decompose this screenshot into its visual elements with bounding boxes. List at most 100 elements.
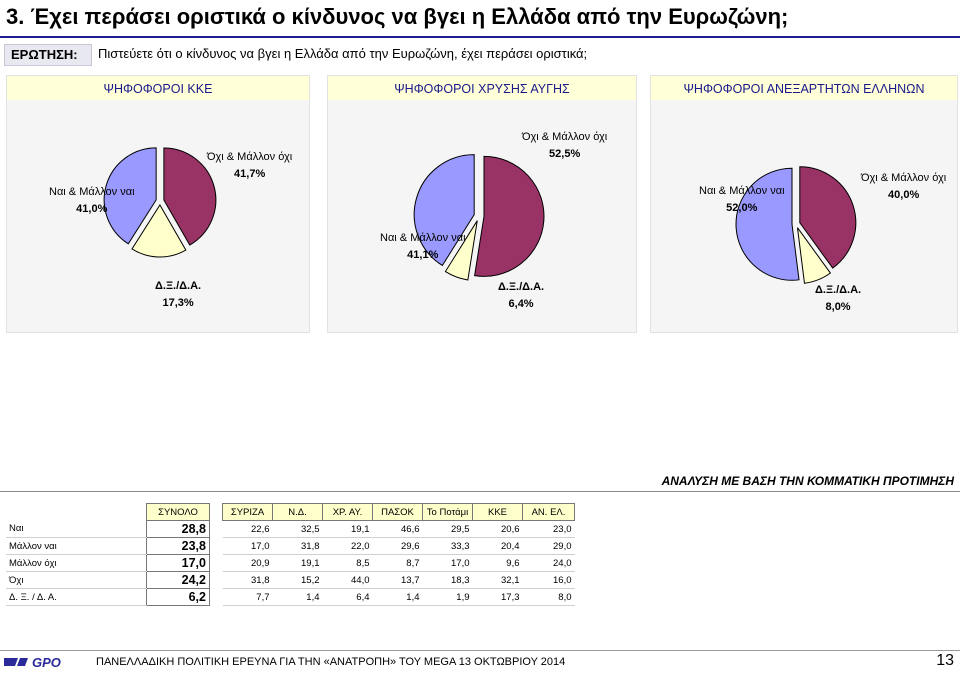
page-number: 13 [936,652,954,669]
table-header-row: ΣΥΝΟΛΟ ΣΥΡΙΖΑ Ν.Δ. ΧΡ. ΑΥ. ΠΑΣΟΚ Το Ποτά… [6,503,575,521]
title-divider [0,36,960,38]
total-cell: 28,8 [146,520,210,538]
row-label: Μάλλον όχι [6,554,147,572]
pie-slice-no [163,147,217,246]
row-label: Δ. Ξ. / Δ. Α. [6,588,147,606]
table-row: Όχι 24,2 31,8 15,2 44,0 13,7 18,3 32,1 16,0 [6,571,575,589]
pie-title-kke: ΨΗΦΟΦΟΡΟΙ ΚΚΕ [7,76,309,100]
table-cell: 15,2 [272,571,323,589]
column-header: ΚΚΕ [472,503,523,521]
row-label: Μάλλον ναι [6,537,147,555]
total-cell: 17,0 [146,554,210,572]
table-cell: 31,8 [272,537,323,555]
table-cell: 8,0 [522,588,575,606]
total-cell: 24,2 [146,571,210,589]
row-label: Όχι [6,571,147,589]
pie-slice-yes [735,167,800,281]
pie-label-no-xa: Όχι & Μάλλον όχι 52,5% [522,131,608,160]
pie-panel-xa: ΨΗΦΟΦΟΡΟΙ ΧΡΥΣΗΣ ΑΥΓΗΣ Ναι & Μάλλον ναι … [327,75,637,333]
pie-label-yes-anel: Ναι & Μάλλον ναι 52,0% [699,185,785,214]
table-row: Μάλλον ναι 23,8 17,0 31,8 22,0 29,6 33,3 20,4 29… [6,537,575,555]
pie-label-yes-kke: Ναι & Μάλλον ναι 41,0% [49,186,135,215]
table-row: Δ. Ξ. / Δ. Α. 6,2 7,7 1,4 6,4 1,4 1,9 17,3 8,0 [6,588,575,606]
pie-slice-yes [103,147,157,245]
pie-label-no-kke: Όχι & Μάλλον όχι 41,7% [207,151,293,180]
table-row: Ναι 28,8 22,6 32,5 19,1 46,6 29,5 20,6 23,0 [6,520,575,538]
page-title: 3. Έχει περάσει οριστικά ο κίνδυνος να β… [6,4,789,29]
total-cell: 6,2 [146,588,210,606]
table-cell: 29,0 [522,537,575,555]
table-cell: 1,4 [272,588,323,606]
table-cell: 22,6 [222,520,273,538]
table-cell: 18,3 [422,571,473,589]
pie-label-yes-xa: Ναι & Μάλλον ναι 41,1% [380,232,466,261]
table-cell: 29,6 [372,537,423,555]
table-corner [6,504,147,521]
pie-title-xa: ΨΗΦΟΦΟΡΟΙ ΧΡΥΣΗΣ ΑΥΓΗΣ [328,76,636,100]
pie-slice-no [474,155,545,277]
column-header: ΣΥΡΙΖΑ [222,503,273,521]
pie-chart-anel [735,166,857,284]
table-cell: 22,0 [322,537,373,555]
pie-panel-kke: ΨΗΦΟΦΟΡΟΙ ΚΚΕ Ναι & Μάλλον ναι 41,0% Όχι… [6,75,310,333]
svg-text:GPO: GPO [32,655,61,669]
table-body: Ναι 28,8 22,6 32,5 19,1 46,6 29,5 20,6 23,0 Μάλλο… [6,520,575,606]
question-text: Πιστεύετε ότι ο κίνδυνος να βγει η Ελλάδ… [98,46,588,61]
table-cell: 8,7 [372,554,423,572]
column-header: ΑΝ. ΕΛ. [522,503,575,521]
table-row: Μάλλον όχι 17,0 20,9 19,1 8,5 8,7 17,0 9,6 24,0 [6,554,575,572]
column-header: ΧΡ. ΑΥ. [322,503,373,521]
pie-slice-no [799,166,857,269]
table-cell: 44,0 [322,571,373,589]
table-cell: 8,5 [322,554,373,572]
pie-label-dk-anel: Δ.Ξ./Δ.Α. 8,0% [815,284,862,313]
table-cell: 32,5 [272,520,323,538]
pie-slice-dk [131,204,187,258]
row-label: Ναι [6,520,147,538]
table-cell: 16,0 [522,571,575,589]
table-cell: 17,0 [422,554,473,572]
pie-label-no-anel: Όχι & Μάλλον όχι 40,0% [861,172,947,201]
pie-slice-yes [413,154,475,267]
table-cell: 6,4 [322,588,373,606]
column-header: ΣΥΝΟΛΟ [146,503,210,521]
total-cell: 23,8 [146,537,210,555]
table-cell: 33,3 [422,537,473,555]
footer-text: ΠΑΝΕΛΛΑΔΙΚΗ ΠΟΛΙΤΙΚΗ ΕΡΕΥΝΑ ΓΙΑ ΤΗΝ «ΑΝΑ… [96,656,566,668]
table-cell: 7,7 [222,588,273,606]
table-cell: 23,0 [522,520,575,538]
footer-divider [0,650,960,651]
table-cell: 13,7 [372,571,423,589]
question-label: ΕΡΩΤΗΣΗ: [4,44,92,66]
table-cell: 17,3 [472,588,523,606]
pie-panel-anel: ΨΗΦΟΦΟΡΟΙ ΑΝΕΞΑΡΤΗΤΩΝ ΕΛΛΗΝΩΝ Ναι & Μάλλ… [650,75,958,333]
table-cell: 1,4 [372,588,423,606]
table-cell: 17,0 [222,537,273,555]
table-cell: 1,9 [422,588,473,606]
column-header: Ν.Δ. [272,503,323,521]
table-cell: 9,6 [472,554,523,572]
table-cell: 24,0 [522,554,575,572]
pie-slice-dk [796,227,832,284]
table-cell: 29,5 [422,520,473,538]
table-cell: 19,1 [272,554,323,572]
table-cell: 20,4 [472,537,523,555]
pie-title-anel: ΨΗΦΟΦΟΡΟΙ ΑΝΕΞΑΡΤΗΤΩΝ ΕΛΛΗΝΩΝ [651,76,957,100]
column-header: ΠΑΣΟΚ [372,503,423,521]
table-cell: 32,1 [472,571,523,589]
table-cell: 31,8 [222,571,273,589]
table-cell: 20,9 [222,554,273,572]
table-cell: 46,6 [372,520,423,538]
gpo-logo: GPO [4,655,61,669]
table-cell: 20,6 [472,520,523,538]
analysis-heading: ΑΝΑΛΥΣΗ ΜΕ ΒΑΣΗ ΤΗΝ ΚΟΜΜΑΤΙΚΗ ΠΡΟΤΙΜΗΣΗ [661,474,954,488]
pie-slice-dk [444,220,478,281]
pie-chart-kke [103,147,217,258]
pie-chart-xa [413,154,545,281]
pie-label-dk-kke: Δ.Ξ./Δ.Α. 17,3% [155,280,202,309]
table-cell: 19,1 [322,520,373,538]
results-table: ΣΥΝΟΛΟ ΣΥΡΙΖΑ Ν.Δ. ΧΡ. ΑΥ. ΠΑΣΟΚ Το Ποτά… [6,503,575,606]
analysis-divider [0,491,960,492]
pie-label-dk-xa: Δ.Ξ./Δ.Α. 6,4% [498,281,545,310]
column-header: Το Ποτάμι [422,503,473,521]
